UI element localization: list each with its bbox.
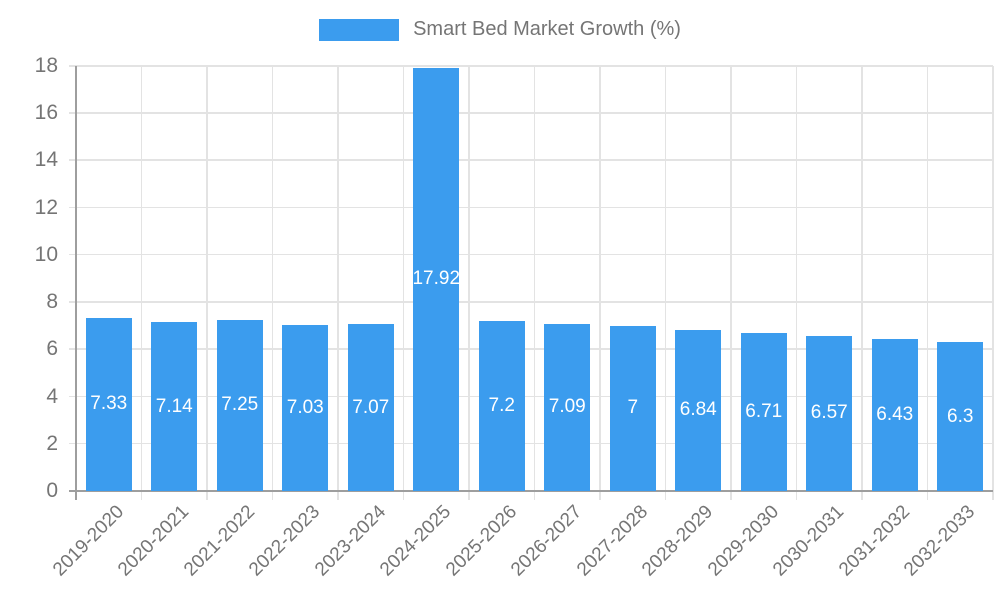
legend-swatch	[319, 18, 400, 41]
y-gridline	[69, 348, 993, 350]
x-gridline	[926, 66, 929, 500]
legend-label: Smart Bed Market Growth (%)	[413, 18, 681, 40]
x-gridline	[337, 66, 339, 500]
y-axis-tick-label: 14	[34, 148, 58, 172]
bar-value-label: 17.92	[413, 268, 460, 290]
x-axis-tick-label: 2020-2021	[114, 501, 194, 581]
y-axis-tick-label: 10	[34, 242, 58, 266]
x-gridline	[533, 66, 536, 500]
x-axis-tick-label: 2028-2029	[638, 501, 718, 581]
x-gridline	[599, 66, 601, 500]
bar-2020-2021[interactable]: 7.14	[151, 322, 198, 491]
bar-2022-2023[interactable]: 7.03	[282, 325, 329, 491]
bar-value-label: 7.14	[155, 395, 193, 417]
y-axis-tick-label: 8	[46, 290, 58, 314]
x-gridline	[206, 66, 208, 500]
y-axis-tick-label: 12	[34, 195, 58, 219]
bar-value-label: 7.07	[352, 396, 390, 418]
y-gridline	[69, 112, 993, 114]
x-axis-line	[69, 490, 993, 492]
x-gridline	[468, 66, 470, 500]
y-gridline	[69, 159, 993, 161]
bar-2025-2026[interactable]: 7.2	[478, 321, 525, 491]
y-axis-tick-label: 6	[46, 337, 58, 361]
bar-value-label: 7.2	[488, 395, 515, 416]
bar-value-label: 7.25	[221, 394, 259, 416]
y-axis-tick-label: 16	[34, 101, 58, 125]
bar-value-label: 6.57	[810, 402, 848, 424]
bar-2030-2031[interactable]: 6.57	[806, 335, 853, 491]
x-axis-tick-label: 2026-2027	[507, 501, 587, 581]
x-axis-tick-label: 2032-2033	[900, 501, 980, 581]
y-axis-tick-label: 4	[46, 384, 58, 408]
y-gridline	[69, 253, 993, 256]
x-gridline	[402, 66, 405, 500]
bar-value-label: 6.3	[947, 405, 974, 427]
x-gridline	[271, 66, 274, 500]
x-gridline	[140, 66, 143, 500]
y-axis-tick-label: 0	[46, 479, 58, 502]
y-axis-line	[75, 66, 77, 500]
bar-value-label: 7	[627, 397, 639, 419]
bar-value-label: 6.84	[679, 399, 717, 421]
bar-2024-2025[interactable]: 17.92	[413, 67, 460, 491]
bar-2027-2028[interactable]: 7	[609, 325, 656, 491]
y-gridline	[69, 301, 993, 303]
bar-2026-2027[interactable]: 7.09	[544, 323, 591, 491]
bar-value-label: 7.03	[286, 396, 324, 418]
bar-2031-2032[interactable]: 6.43	[871, 339, 918, 491]
bar-value-label: 6.71	[745, 400, 783, 422]
x-axis-tick-label: 2030-2031	[769, 501, 849, 581]
bar-2023-2024[interactable]: 7.07	[347, 324, 394, 491]
y-gridline	[69, 65, 993, 67]
bar-2029-2030[interactable]: 6.71	[740, 332, 787, 491]
y-gridline	[69, 206, 993, 209]
y-gridline	[69, 395, 993, 398]
x-gridline	[861, 66, 863, 500]
x-axis-tick-label: 2022-2023	[245, 501, 325, 581]
bar-2028-2029[interactable]: 6.84	[675, 329, 722, 491]
bar-2019-2020[interactable]: 7.33	[85, 317, 132, 491]
x-gridline	[992, 66, 994, 500]
x-gridline	[664, 66, 667, 500]
bar-value-label: 7.33	[90, 393, 128, 415]
chart-legend[interactable]: Smart Bed Market Growth (%)	[0, 18, 1000, 41]
bar-2021-2022[interactable]: 7.25	[216, 319, 263, 491]
y-axis-tick-label: 2	[46, 431, 58, 455]
bar-2032-2033[interactable]: 6.3	[937, 342, 984, 491]
bar-value-label: 6.43	[876, 404, 914, 426]
bar-value-label: 7.09	[548, 396, 586, 418]
y-gridline	[69, 442, 993, 445]
x-gridline	[795, 66, 798, 500]
x-gridline	[730, 66, 732, 500]
y-axis-tick-label: 18	[34, 54, 58, 77]
